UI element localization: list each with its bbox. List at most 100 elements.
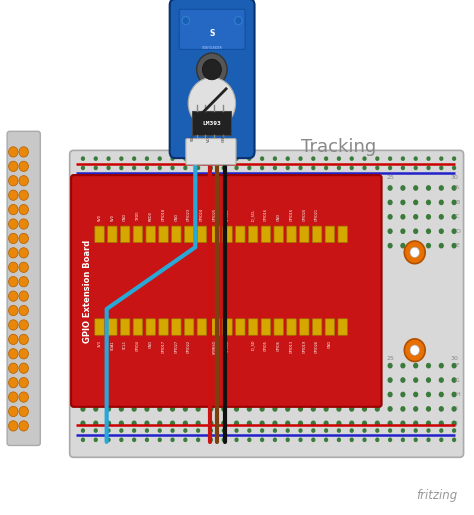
Text: GND: GND xyxy=(149,340,153,348)
Circle shape xyxy=(451,363,456,369)
Circle shape xyxy=(209,438,213,442)
Circle shape xyxy=(247,438,251,442)
Circle shape xyxy=(19,334,28,345)
Circle shape xyxy=(170,229,175,234)
Circle shape xyxy=(311,406,316,411)
Circle shape xyxy=(400,243,406,248)
Circle shape xyxy=(93,243,99,248)
Circle shape xyxy=(234,363,239,369)
Circle shape xyxy=(182,200,188,205)
Circle shape xyxy=(410,345,419,355)
Circle shape xyxy=(144,363,149,369)
Circle shape xyxy=(9,349,18,359)
Circle shape xyxy=(362,377,367,383)
FancyBboxPatch shape xyxy=(192,111,231,135)
Circle shape xyxy=(183,438,188,442)
Text: GND: GND xyxy=(328,340,332,348)
Circle shape xyxy=(182,406,188,411)
Circle shape xyxy=(9,421,18,431)
FancyBboxPatch shape xyxy=(261,226,271,243)
FancyBboxPatch shape xyxy=(170,0,255,158)
Circle shape xyxy=(439,420,444,426)
Circle shape xyxy=(118,200,124,205)
FancyBboxPatch shape xyxy=(312,226,322,243)
Circle shape xyxy=(413,214,418,219)
Circle shape xyxy=(221,214,226,219)
Circle shape xyxy=(337,428,341,433)
Circle shape xyxy=(374,406,380,411)
Circle shape xyxy=(9,233,18,244)
Text: 25: 25 xyxy=(386,355,394,360)
Circle shape xyxy=(299,166,302,170)
Text: GND: GND xyxy=(222,133,226,142)
Circle shape xyxy=(285,157,290,161)
Circle shape xyxy=(259,229,264,234)
Circle shape xyxy=(426,420,431,426)
Circle shape xyxy=(272,377,277,383)
Circle shape xyxy=(413,438,418,442)
Circle shape xyxy=(19,190,28,200)
Circle shape xyxy=(131,363,137,369)
Circle shape xyxy=(451,406,456,411)
Circle shape xyxy=(144,243,149,248)
Circle shape xyxy=(196,428,200,433)
FancyBboxPatch shape xyxy=(338,226,347,243)
Circle shape xyxy=(298,185,303,191)
Circle shape xyxy=(387,200,392,205)
Circle shape xyxy=(170,243,175,248)
Circle shape xyxy=(93,229,99,234)
Circle shape xyxy=(93,406,99,411)
Circle shape xyxy=(362,243,367,248)
Text: GPIO20: GPIO20 xyxy=(302,209,306,221)
Circle shape xyxy=(80,200,85,205)
Circle shape xyxy=(93,438,98,442)
Circle shape xyxy=(400,406,406,411)
Text: SPICEU: SPICEU xyxy=(226,209,229,221)
Circle shape xyxy=(157,166,162,170)
Circle shape xyxy=(413,406,418,411)
Circle shape xyxy=(119,166,123,170)
FancyBboxPatch shape xyxy=(172,319,181,335)
Circle shape xyxy=(183,157,188,161)
Circle shape xyxy=(323,185,328,191)
FancyBboxPatch shape xyxy=(248,319,258,335)
Circle shape xyxy=(410,247,419,258)
Circle shape xyxy=(349,363,354,369)
Circle shape xyxy=(285,243,290,248)
Circle shape xyxy=(272,200,277,205)
Circle shape xyxy=(234,214,239,219)
Circle shape xyxy=(246,420,252,426)
Circle shape xyxy=(413,200,418,205)
Circle shape xyxy=(221,243,226,248)
Text: GPIO16: GPIO16 xyxy=(264,209,268,221)
FancyBboxPatch shape xyxy=(248,226,258,243)
Circle shape xyxy=(246,214,252,219)
Circle shape xyxy=(221,377,226,383)
Circle shape xyxy=(388,438,392,442)
Circle shape xyxy=(362,438,366,442)
Circle shape xyxy=(337,438,341,442)
Circle shape xyxy=(387,377,392,383)
Circle shape xyxy=(9,161,18,171)
FancyBboxPatch shape xyxy=(287,319,296,335)
Circle shape xyxy=(80,243,85,248)
Text: C: C xyxy=(455,214,459,219)
Circle shape xyxy=(413,243,418,248)
Circle shape xyxy=(9,406,18,417)
Circle shape xyxy=(413,363,418,369)
Circle shape xyxy=(311,166,316,170)
Circle shape xyxy=(195,406,201,411)
Circle shape xyxy=(324,428,328,433)
Circle shape xyxy=(131,214,137,219)
Circle shape xyxy=(131,229,137,234)
Circle shape xyxy=(209,229,213,234)
Circle shape xyxy=(374,243,380,248)
Circle shape xyxy=(337,166,341,170)
Circle shape xyxy=(439,377,444,383)
Circle shape xyxy=(234,377,239,383)
Circle shape xyxy=(234,243,239,248)
Circle shape xyxy=(298,243,303,248)
Circle shape xyxy=(259,392,264,398)
Circle shape xyxy=(209,214,213,219)
Circle shape xyxy=(195,229,201,234)
